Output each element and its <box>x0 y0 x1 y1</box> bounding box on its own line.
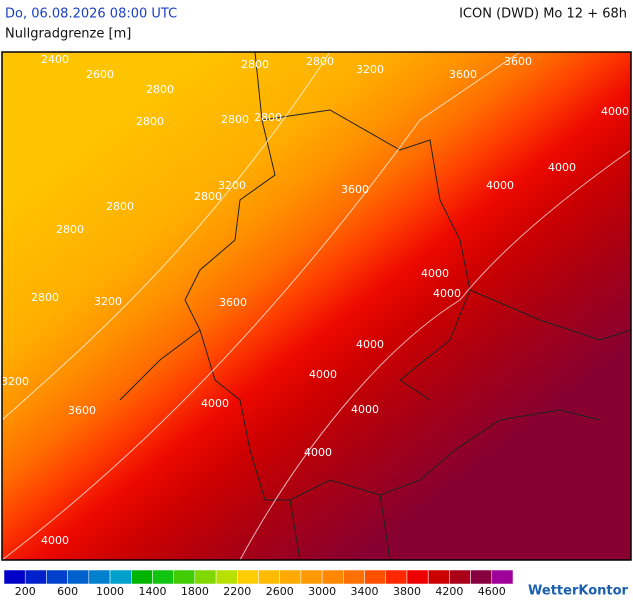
colorbar-label: 4600 <box>478 585 506 598</box>
colorbar-swatch <box>427 569 450 585</box>
colorbar-swatch <box>470 569 493 585</box>
colorbar-label: 600 <box>57 585 78 598</box>
colorbar: 200 600 1000 1400 1800 2200 2600 3000 3400 3800 42… <box>3 569 514 598</box>
contour-label: 4000 <box>421 267 449 280</box>
colorbar-label: 1000 <box>96 585 124 598</box>
contour-label: 3600 <box>341 183 369 196</box>
contour-label: 4000 <box>486 179 514 192</box>
logo: WetterKontor <box>528 584 629 599</box>
colorbar-swatch <box>491 569 514 585</box>
contour-label: 2800 <box>254 111 282 124</box>
contour-label: 2800 <box>194 190 222 203</box>
colorbar-swatch <box>449 569 471 585</box>
contour-label: 3200 <box>94 295 122 308</box>
borders <box>119 51 632 561</box>
contour-label: 4000 <box>548 161 576 174</box>
map-field <box>2 52 631 560</box>
colorbar-swatch <box>215 569 238 585</box>
contour-label: 3200 <box>1 375 29 388</box>
contour-label: 4000 <box>356 338 384 351</box>
colorbar-label: 200 <box>15 585 36 598</box>
contour-label: 3600 <box>68 404 96 417</box>
colorbar-swatch <box>300 569 323 585</box>
colorbar-swatch <box>194 569 217 585</box>
colorbar-label: 2200 <box>223 585 251 598</box>
colorbar-swatch <box>67 569 90 585</box>
contour-label: 2600 <box>86 68 114 81</box>
colorbar-label: 3400 <box>351 585 379 598</box>
colorbar-swatch <box>109 569 132 585</box>
contour-label: 3600 <box>504 55 532 68</box>
colorbar-swatch <box>24 569 47 585</box>
contour-label: 2800 <box>306 55 334 68</box>
colorbar-swatch <box>321 569 344 585</box>
map-title: Nullgradgrenze [m] <box>5 27 131 42</box>
model-run: ICON (DWD) Mo 12 + 68h <box>459 7 627 22</box>
colorbar-swatch <box>88 569 111 585</box>
colorbar-swatch <box>131 569 153 585</box>
colorbar-swatch <box>279 569 302 585</box>
contour-label: 3600 <box>219 296 247 309</box>
colorbar-swatch <box>406 569 429 585</box>
contour-label: 4000 <box>433 287 461 300</box>
colorbar-swatch <box>237 569 259 585</box>
contour-label: 2800 <box>136 115 164 128</box>
contour-label: 4000 <box>351 403 379 416</box>
contour-label: 3200 <box>356 63 384 76</box>
contours <box>1 51 632 561</box>
colorbar-label: 1800 <box>181 585 209 598</box>
map-frame <box>1 51 632 561</box>
colorbar-label: 3000 <box>308 585 336 598</box>
contour-label: 4000 <box>41 534 69 547</box>
colorbar-label: 4200 <box>435 585 463 598</box>
timestamp: Do, 06.08.2026 08:00 UTC <box>5 7 177 22</box>
contour-label: 4000 <box>601 105 629 118</box>
colorbar-label: 3800 <box>393 585 421 598</box>
colorbar-swatch <box>3 569 26 585</box>
contour-label: 2800 <box>56 223 84 236</box>
contour-label: 4000 <box>309 368 337 381</box>
contour-label: 2800 <box>241 58 269 71</box>
contour-label: 4000 <box>201 397 229 410</box>
colorbar-swatch <box>173 569 196 585</box>
contour-label: 2800 <box>221 113 249 126</box>
colorbar-swatch <box>385 569 408 585</box>
colorbar-label: 2600 <box>266 585 294 598</box>
contour-label: 4000 <box>304 446 332 459</box>
contour-label: 2800 <box>106 200 134 213</box>
contour-label: 2400 <box>41 53 69 66</box>
colorbar-swatch <box>46 569 68 585</box>
colorbar-swatch <box>364 569 386 585</box>
contour-label: 2800 <box>146 83 174 96</box>
colorbar-label: 1400 <box>138 585 166 598</box>
colorbar-swatch <box>343 569 365 585</box>
contour-label: 3600 <box>449 68 477 81</box>
colorbar-swatch <box>152 569 174 585</box>
colorbar-swatch <box>258 569 280 585</box>
contour-label: 3200 <box>218 179 246 192</box>
contour-label: 2800 <box>31 291 59 304</box>
